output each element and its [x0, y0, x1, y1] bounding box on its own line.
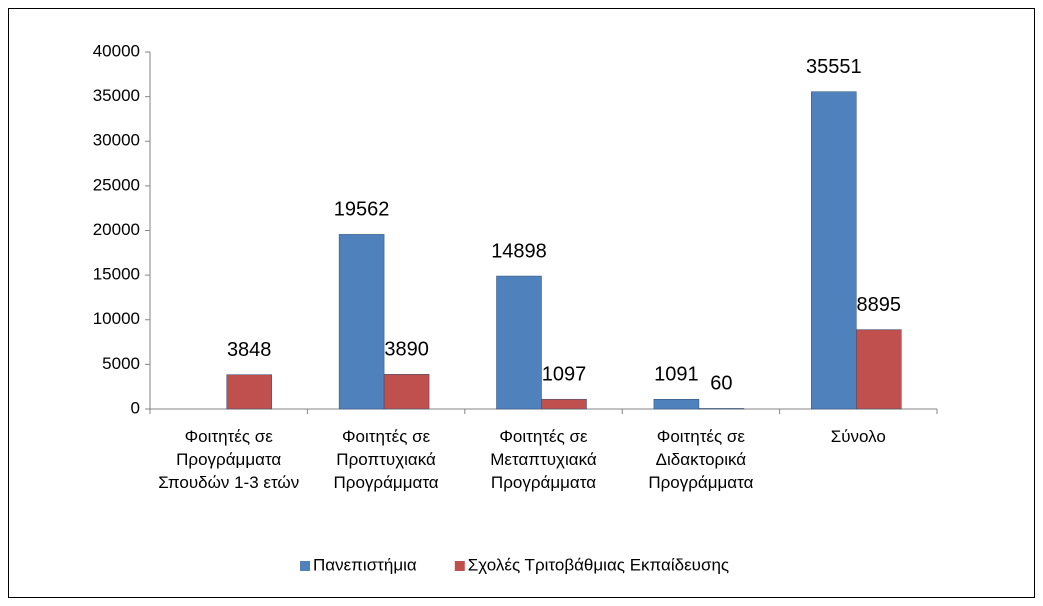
value-label: 14898 [491, 240, 547, 262]
y-tick-label: 30000 [93, 131, 140, 150]
x-tick-label: Φοιτητές σε Προπτυχιακά Προγράμματα [333, 427, 439, 492]
y-tick-label: 15000 [93, 265, 140, 284]
bar [496, 275, 542, 410]
bar [856, 329, 902, 410]
y-tick-label: 40000 [93, 41, 140, 60]
legend-label: Πανεπιστήμια [313, 555, 417, 574]
value-label: 3890 [384, 339, 429, 361]
value-label: 35551 [806, 56, 862, 78]
value-label: 3848 [227, 339, 272, 361]
value-label: 8895 [857, 294, 902, 316]
legend-swatch [454, 561, 465, 571]
bar [653, 399, 700, 410]
x-tick-label: Φοιτητές σε Προγράμματα Σπουδών 1-3 ετών [158, 427, 300, 492]
bar [226, 374, 272, 410]
bar [338, 234, 385, 410]
legend-swatch [300, 561, 310, 571]
bar [383, 374, 430, 410]
bar [811, 91, 857, 410]
y-tick-label: 25000 [93, 175, 140, 194]
bar [541, 398, 587, 410]
y-tick-label: 35000 [93, 86, 140, 105]
value-label: 19562 [334, 199, 390, 221]
value-label: 1091 [654, 364, 699, 386]
bar [698, 408, 745, 410]
legend-label: Σχολές Τριτοβάθμιας Εκπαίδευσης [468, 555, 729, 574]
y-tick-label: 0 [131, 398, 140, 417]
value-label: 60 [710, 373, 732, 395]
y-tick-label: 10000 [93, 309, 140, 328]
x-tick-label: Φοιτητές σε Μεταπτυχιακά Προγράμματα [490, 427, 597, 492]
x-tick-label: Σύνολο [830, 427, 886, 446]
y-tick-label: 5000 [102, 354, 140, 373]
y-tick-label: 20000 [93, 220, 140, 239]
value-label: 1097 [542, 363, 587, 385]
x-tick-label: Φοιτητές σε Διδακτορικά Προγράμματα [648, 427, 754, 492]
